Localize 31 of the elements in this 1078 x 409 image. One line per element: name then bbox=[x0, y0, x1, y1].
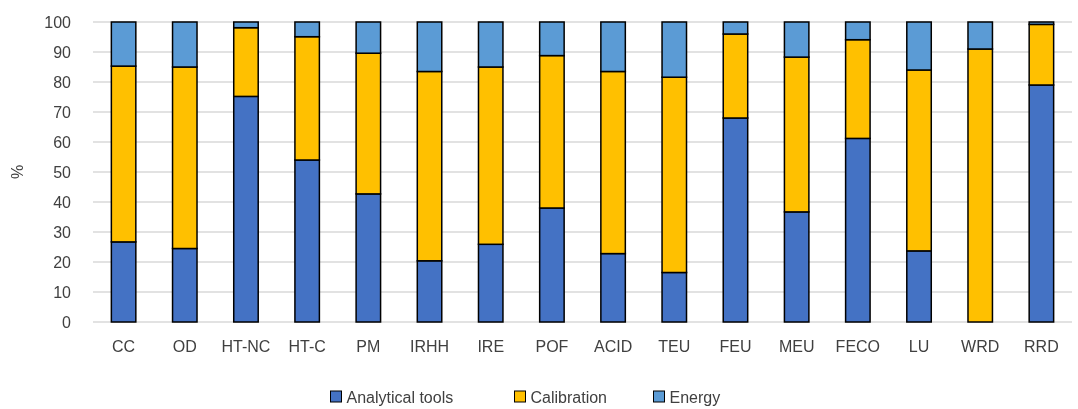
legend-label: Analytical tools bbox=[346, 388, 454, 406]
x-tick-label: FEU bbox=[719, 338, 752, 355]
y-tick-label: 10 bbox=[53, 283, 72, 301]
x-tick-label: RRD bbox=[1024, 338, 1059, 355]
y-tick-label: 50 bbox=[53, 163, 72, 181]
y-tick-label: 100 bbox=[44, 13, 72, 31]
y-axis-title: % bbox=[9, 164, 26, 180]
legend-label: Calibration bbox=[530, 388, 607, 406]
y-tick-label: 90 bbox=[53, 43, 72, 61]
x-tick-label: POF bbox=[535, 338, 569, 355]
x-tick-label: IRHH bbox=[409, 338, 450, 355]
x-tick-label: MEU bbox=[778, 338, 815, 355]
x-tick-label: WRD bbox=[961, 338, 1000, 355]
y-tick-label: 80 bbox=[53, 73, 72, 91]
x-tick-label: TEU bbox=[658, 338, 691, 355]
x-tick-label: PM bbox=[356, 338, 381, 355]
y-tick-label: 0 bbox=[62, 313, 72, 331]
x-tick-label: HT-C bbox=[288, 338, 326, 355]
y-tick-label: 20 bbox=[53, 253, 72, 271]
x-tick-label: CC bbox=[112, 338, 136, 355]
y-tick-label: 30 bbox=[53, 223, 72, 241]
x-tick-label: FECO bbox=[835, 338, 881, 355]
legend-label: Energy bbox=[669, 388, 721, 406]
x-tick-label: IRE bbox=[477, 338, 505, 355]
x-tick-label: OD bbox=[172, 338, 197, 355]
y-tick-label: 70 bbox=[53, 103, 72, 121]
x-tick-label: ACID bbox=[593, 338, 633, 355]
y-tick-label: 40 bbox=[53, 193, 72, 211]
y-tick-label: 60 bbox=[53, 133, 72, 151]
x-tick-label: LU bbox=[908, 338, 930, 355]
x-tick-label: HT-NC bbox=[221, 338, 271, 355]
